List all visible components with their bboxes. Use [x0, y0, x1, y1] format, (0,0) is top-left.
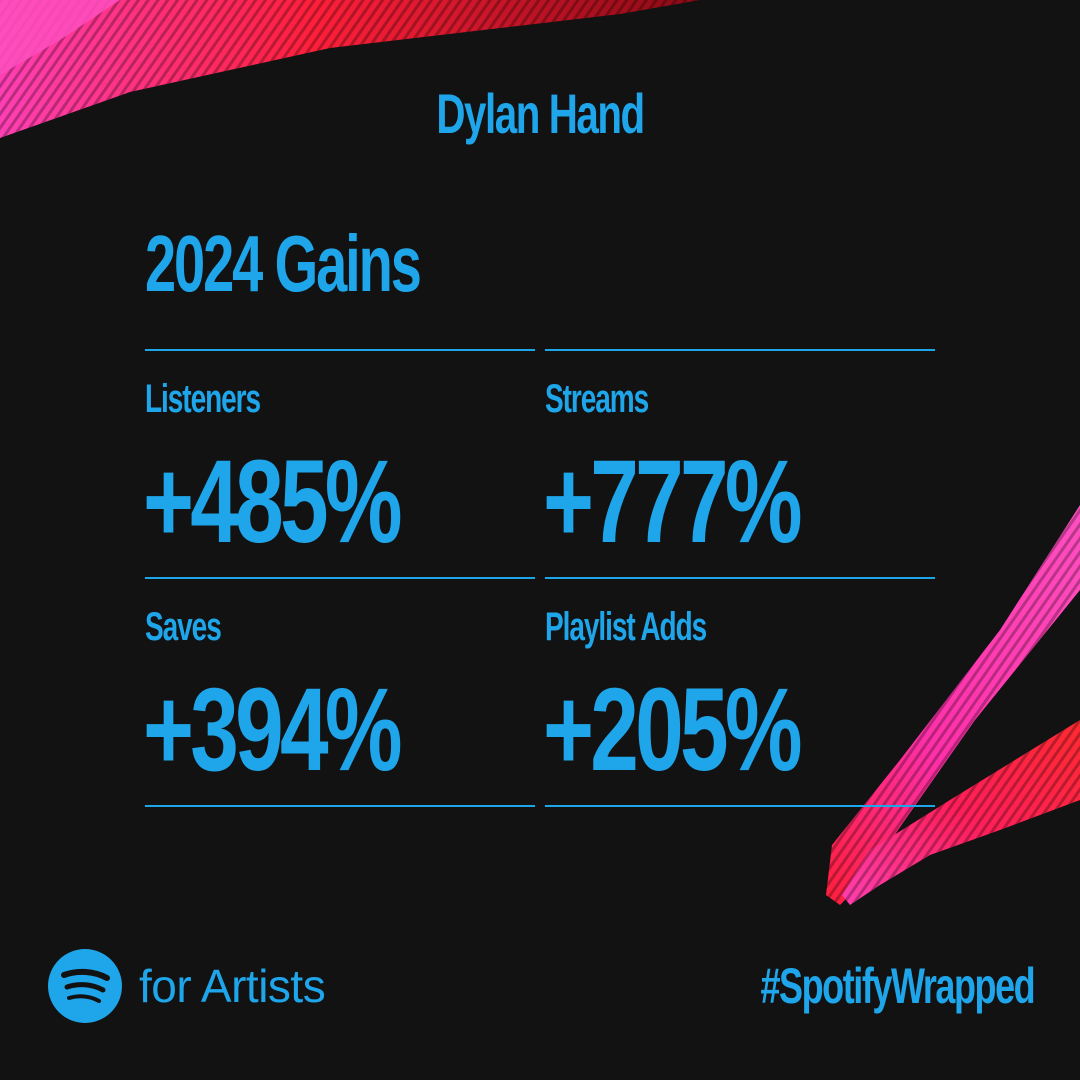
section-title-text: 2024 Gains — [145, 219, 422, 308]
stat-label-text: Listeners — [145, 377, 261, 421]
stat-value-text: +777% — [543, 436, 803, 568]
stat-label-listeners: Listeners — [145, 377, 309, 421]
divider — [145, 577, 535, 579]
stat-value-text: +205% — [543, 664, 803, 796]
stat-value-text: +485% — [143, 436, 403, 568]
stat-value-listeners: +485% — [143, 442, 489, 562]
divider — [145, 805, 535, 807]
stat-label-text: Saves — [145, 605, 222, 649]
stat-label-saves: Saves — [145, 605, 253, 649]
stat-value-text: +394% — [143, 664, 403, 796]
divider — [545, 805, 935, 807]
brand-text: for Artists — [139, 960, 326, 1012]
spotify-logo-icon — [48, 949, 122, 1023]
hashtag: #SpotifyWrapped — [654, 958, 1035, 1014]
stat-value-streams: +777% — [543, 442, 889, 562]
stat-label-text: Playlist Adds — [545, 605, 707, 649]
section-title: 2024 Gains — [145, 222, 538, 306]
hashtag-text: #SpotifyWrapped — [760, 958, 1035, 1014]
artist-name-text: Dylan Hand — [436, 82, 645, 145]
divider — [545, 349, 935, 351]
stat-value-playlist-adds: +205% — [543, 670, 889, 790]
divider — [545, 577, 935, 579]
artist-name: Dylan Hand — [0, 84, 1080, 144]
stat-label-text: Streams — [545, 377, 649, 421]
top-left-ribbon — [0, 0, 700, 138]
stat-value-saves: +394% — [143, 670, 489, 790]
stat-label-streams: Streams — [545, 377, 692, 421]
footer-brand: for Artists — [47, 948, 326, 1024]
divider — [145, 349, 535, 351]
stat-label-playlist-adds: Playlist Adds — [545, 605, 775, 649]
